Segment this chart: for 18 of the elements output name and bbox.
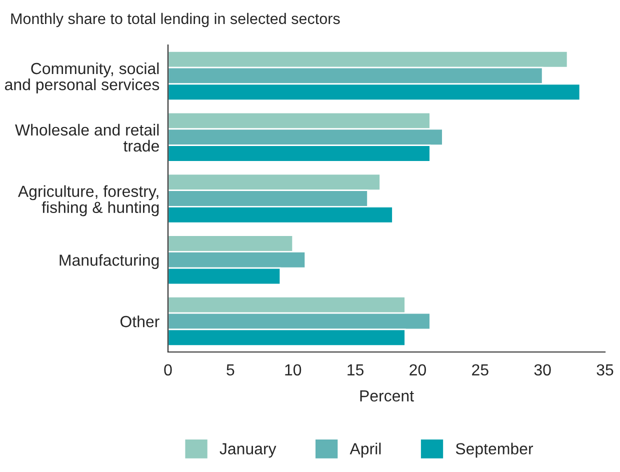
y-tick-label: Agriculture, forestry, fishing & hunting xyxy=(18,185,159,216)
x-axis-title: Percent xyxy=(360,390,414,402)
y-tick-label: Wholesale and retail trade xyxy=(15,124,159,152)
x-tick-label: 0 xyxy=(164,364,172,376)
y-tick-label: Other xyxy=(120,316,160,328)
y-tick-label: Manufacturing xyxy=(60,254,159,269)
chart-title: Monthly share to total lending in selected sectors xyxy=(11,12,340,28)
y-tick-label: Community, social and personal services xyxy=(4,62,160,94)
x-tick-label: 30 xyxy=(534,364,551,376)
x-tick-label: 15 xyxy=(348,364,364,376)
legend-label: April xyxy=(350,442,381,458)
x-tick-label: 35 xyxy=(596,364,614,376)
legend-label: September xyxy=(456,442,534,458)
x-tick-label: 10 xyxy=(285,364,302,376)
x-tick-label: 5 xyxy=(226,364,234,376)
x-tick-label: 20 xyxy=(410,364,426,376)
x-tick-label: 25 xyxy=(472,364,488,376)
legend-label: January xyxy=(220,443,276,458)
